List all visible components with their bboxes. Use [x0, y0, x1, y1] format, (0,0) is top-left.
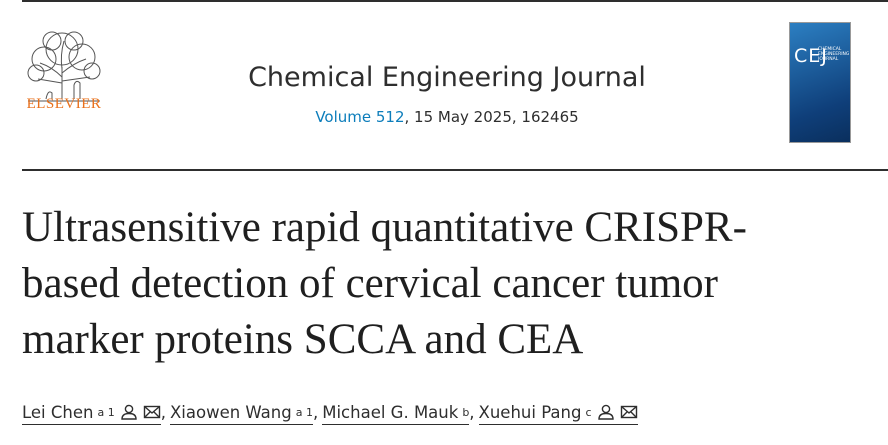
envelope-icon[interactable]	[620, 404, 638, 420]
author-name[interactable]: Michael G. Mauk	[322, 403, 459, 422]
cover-abbr: CEJ	[794, 45, 828, 67]
journal-title[interactable]: Chemical Engineering Journal	[248, 62, 646, 93]
cover-name: CHEMICAL ENGINEERING JOURNAL	[818, 47, 850, 62]
author[interactable]: Lei Chen a 1	[22, 402, 161, 425]
author[interactable]: Xiaowen Wang a 1	[169, 403, 313, 425]
author-affiliation[interactable]: a 1	[295, 406, 313, 419]
header-rule	[22, 169, 888, 171]
publisher-logo[interactable]	[22, 20, 106, 112]
title-line: based detection of cervical cancer tumor	[22, 260, 718, 307]
author-affiliation[interactable]: a 1	[97, 406, 115, 419]
title-line: Ultrasensitive rapid quantitative CRISPR…	[22, 204, 747, 251]
author-name[interactable]: Lei Chen	[22, 403, 94, 422]
person-icon[interactable]	[120, 404, 138, 420]
envelope-icon[interactable]	[143, 404, 161, 420]
author[interactable]: Michael G. Mauk b	[322, 403, 470, 425]
top-rule	[22, 0, 888, 2]
publisher-name[interactable]: ELSEVIER	[26, 96, 102, 112]
author-separator: ,	[160, 403, 166, 422]
author-affiliation[interactable]: b	[462, 406, 470, 419]
author-separator: ,	[312, 403, 319, 422]
author-list: Lei Chen a 1, Xiaowen Wang a 1, Michael G. M…	[22, 402, 638, 425]
issue-details: , 15 May 2025, 162465	[404, 108, 579, 126]
title-line: marker proteins SCCA and CEA	[22, 316, 584, 363]
author-name[interactable]: Xiaowen Wang	[169, 403, 292, 422]
volume-link[interactable]: Volume 512	[315, 108, 405, 126]
author-name[interactable]: Xuehui Pang	[478, 403, 582, 422]
person-icon[interactable]	[597, 404, 615, 420]
journal-cover[interactable]: CEJ CHEMICAL ENGINEERING JOURNAL	[789, 22, 851, 143]
article-title: Ultrasensitive rapid quantitative CRISPR…	[22, 200, 747, 368]
issue-info: Volume 512, 15 May 2025, 162465	[200, 108, 694, 126]
author-affiliation[interactable]: c	[585, 406, 592, 419]
author[interactable]: Xuehui Pang c	[478, 402, 638, 425]
author-separator: ,	[469, 403, 475, 422]
